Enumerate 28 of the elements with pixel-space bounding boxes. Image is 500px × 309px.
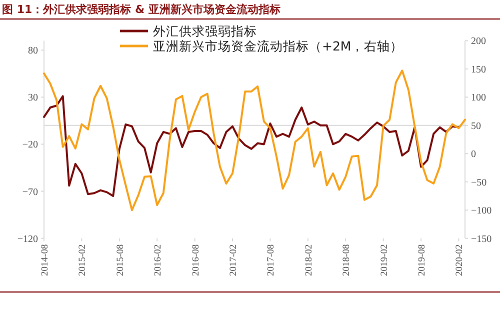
legend-label: 外汇供求强弱指标 <box>153 24 257 38</box>
y-tick-label: −120 <box>17 234 38 245</box>
x-tick-label: 2015-02 <box>78 244 88 276</box>
chart-title: 图 11：外汇供求强弱指标 & 亚洲新兴市场资金流动指标 <box>2 3 280 16</box>
y-tick-label: 80 <box>28 46 38 57</box>
y2-tick-label: −50 <box>471 177 487 188</box>
y2-tick-label: 0 <box>471 149 476 160</box>
x-tick-label: 2017-02 <box>229 244 240 276</box>
x-tick-label: 2017-08 <box>266 244 277 276</box>
y2-tick-label: 150 <box>471 64 486 76</box>
y2-tick-label: 100 <box>471 92 486 104</box>
x-tick-label: 2019-02 <box>380 244 390 276</box>
y2-tick-label: 50 <box>471 120 481 132</box>
x-tick-label: 2018-08 <box>342 244 352 276</box>
legend-label: 亚洲新兴市场资金流动指标（+2M，右轴） <box>153 38 404 54</box>
y2-tick-label: 200 <box>471 36 486 48</box>
y-tick-label: −20 <box>22 140 38 151</box>
x-tick-label: 2014-08 <box>40 244 50 276</box>
x-tick-label: 2015-08 <box>116 244 126 276</box>
x-tick-label: 2016-08 <box>191 244 202 276</box>
y2-tick-label: −100 <box>471 206 492 217</box>
x-tick-label: 2018-02 <box>304 244 314 276</box>
y2-tick-label: −150 <box>471 234 492 245</box>
x-tick-label: 2016-02 <box>154 244 164 276</box>
x-tick-label: 2020-02 <box>455 244 466 276</box>
x-tick-label: 2019-08 <box>418 244 428 276</box>
y-tick-label: −70 <box>22 186 38 198</box>
y-tick-label: 30 <box>28 92 38 104</box>
